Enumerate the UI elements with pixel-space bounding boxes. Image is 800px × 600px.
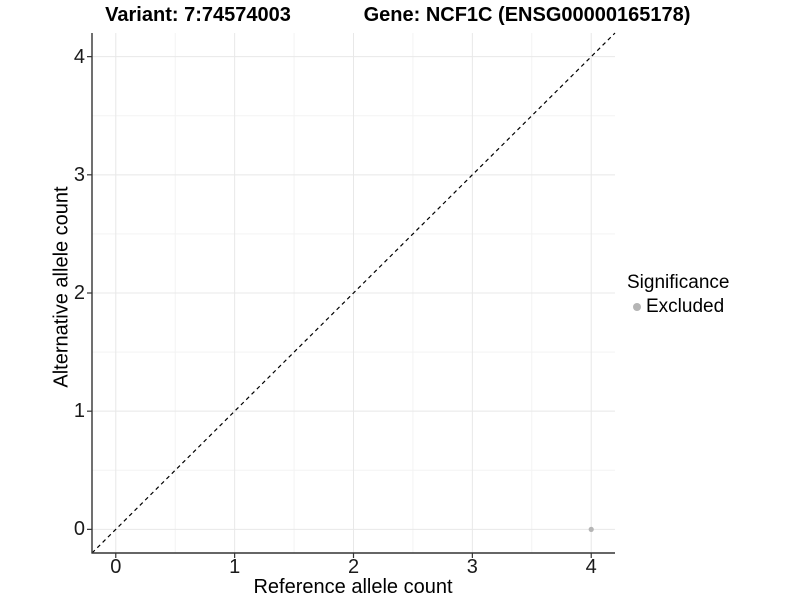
legend-item-label: Excluded xyxy=(646,296,725,317)
identity-dashed-line xyxy=(91,32,616,554)
plot-title-gene: Gene: NCF1C (ENSG00000165178) xyxy=(363,4,691,26)
x-axis-title: Reference allele count xyxy=(253,576,453,598)
y-axis-title: Alternative allele count xyxy=(50,186,73,388)
legend: Significance Excluded xyxy=(627,272,729,318)
y-tick-label: 0 xyxy=(73,518,85,541)
x-tick-label: 0 xyxy=(110,556,122,578)
y-tick-label: 3 xyxy=(73,163,85,186)
x-tick-label: 3 xyxy=(466,556,478,578)
x-tick-label: 1 xyxy=(229,556,241,578)
plot-title-variant: Variant: 7:74574003 xyxy=(105,4,291,26)
y-tick-label: 1 xyxy=(73,400,85,423)
data-point xyxy=(588,526,594,532)
legend-title: Significance xyxy=(627,272,730,293)
legend-point-icon xyxy=(633,303,641,311)
y-tick-label: 4 xyxy=(73,45,85,68)
x-tick-label: 4 xyxy=(585,556,597,578)
x-tick-label: 2 xyxy=(347,556,360,578)
legend-item-excluded: Excluded xyxy=(633,296,729,318)
y-tick-label: 2 xyxy=(73,282,85,304)
